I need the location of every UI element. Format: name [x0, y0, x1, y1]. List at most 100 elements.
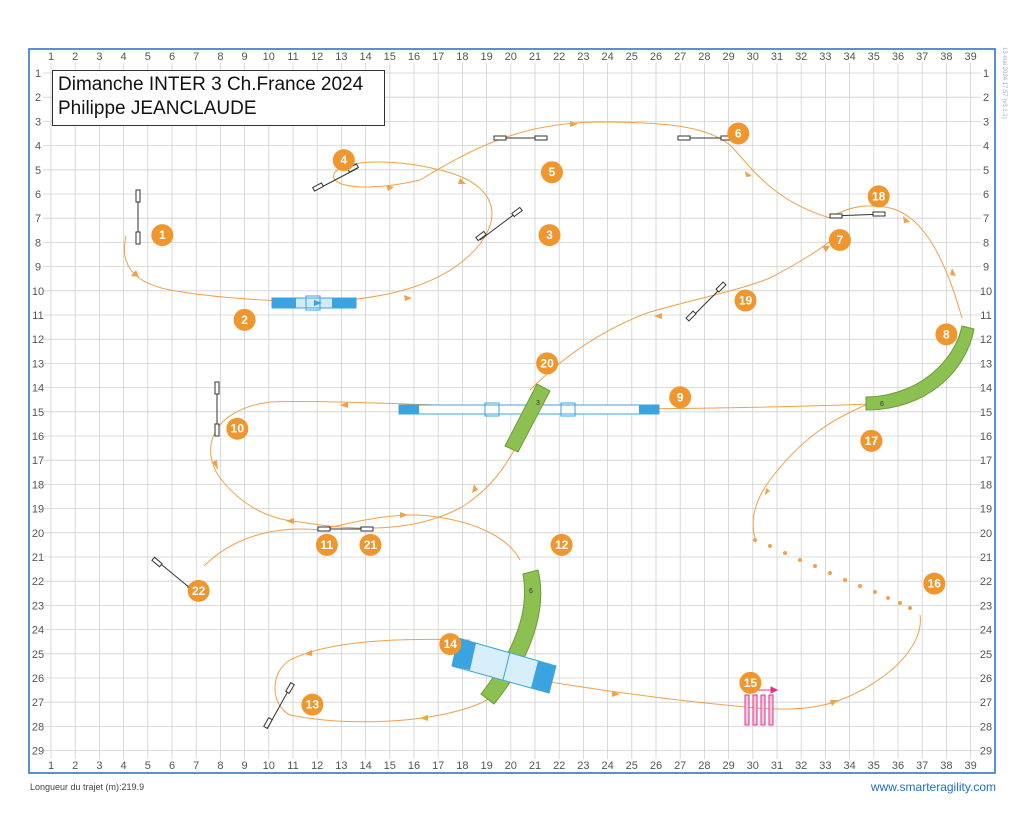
- row-label: 5: [983, 165, 989, 177]
- number-label: 12: [555, 538, 569, 552]
- obstacle-number-11: 11: [315, 533, 338, 556]
- number-label: 16: [928, 577, 942, 591]
- row-label: 23: [32, 600, 44, 612]
- dotted-line-16: [753, 538, 912, 610]
- aframe-14: [451, 637, 557, 694]
- number-badge: [332, 149, 355, 172]
- column-label: 29: [722, 760, 734, 772]
- obstacle-number-7: 7: [828, 228, 851, 251]
- column-label: 38: [940, 51, 952, 63]
- column-label: 14: [359, 51, 371, 63]
- column-label: 16: [408, 51, 420, 63]
- column-label: 18: [456, 51, 468, 63]
- column-label: 39: [964, 760, 976, 772]
- row-label: 4: [983, 141, 989, 153]
- number-label: 22: [192, 584, 206, 598]
- obstacle-number-6: 6: [727, 122, 750, 145]
- column-label: 34: [843, 760, 855, 772]
- column-label: 24: [601, 760, 613, 772]
- jump-5: [493, 135, 548, 141]
- column-label: 17: [432, 51, 444, 63]
- column-labels: 1122334455667788991010111112121313141415…: [48, 51, 977, 772]
- number-label: 6: [735, 127, 742, 141]
- obstacle-number-9: 9: [669, 386, 692, 409]
- row-label: 10: [32, 286, 44, 298]
- number-badge: [739, 671, 762, 694]
- number-badge: [151, 224, 174, 247]
- number-label: 8: [943, 327, 950, 341]
- jump-19: [685, 281, 727, 322]
- row-label: 8: [983, 237, 989, 249]
- row-label: 19: [980, 504, 992, 516]
- number-badge: [540, 161, 563, 184]
- column-label: 10: [263, 51, 275, 63]
- row-label: 7: [983, 213, 989, 225]
- row-label: 22: [980, 576, 992, 588]
- website-link[interactable]: www.smarteragility.com: [870, 780, 996, 794]
- row-label: 17: [32, 455, 44, 467]
- course-length: Longueur du trajet (m):219.9: [30, 782, 145, 792]
- column-label: 8: [217, 760, 223, 772]
- column-label: 27: [674, 51, 686, 63]
- column-label: 30: [747, 51, 759, 63]
- number-label: 5: [549, 165, 556, 179]
- column-label: 36: [892, 51, 904, 63]
- row-label: 19: [32, 504, 44, 516]
- column-label: 33: [819, 51, 831, 63]
- column-label: 1: [48, 760, 54, 772]
- column-label: 19: [480, 51, 492, 63]
- number-label: 13: [306, 698, 320, 712]
- row-label: 22: [32, 576, 44, 588]
- row-label: 26: [32, 673, 44, 685]
- jump-1: [135, 189, 141, 245]
- row-label: 3: [35, 116, 41, 128]
- number-label: 7: [837, 233, 844, 247]
- row-label: 15: [980, 407, 992, 419]
- column-label: 20: [505, 51, 517, 63]
- row-label: 29: [980, 746, 992, 758]
- number-label: 14: [444, 637, 458, 651]
- column-label: 9: [242, 51, 248, 63]
- row-label: 16: [32, 431, 44, 443]
- column-label: 28: [698, 760, 710, 772]
- column-label: 6: [169, 760, 175, 772]
- column-label: 32: [795, 51, 807, 63]
- jump-11: [317, 526, 374, 532]
- number-badge: [923, 572, 946, 595]
- row-label: 12: [32, 334, 44, 346]
- number-label: 19: [739, 293, 753, 307]
- column-label: 37: [916, 51, 928, 63]
- column-label: 20: [505, 760, 517, 772]
- obstacle-number-19: 19: [734, 289, 757, 312]
- field-border: [28, 48, 996, 774]
- column-label: 25: [626, 51, 638, 63]
- svg-text:3: 3: [536, 400, 540, 407]
- column-label: 23: [577, 51, 589, 63]
- number-label: 18: [872, 189, 886, 203]
- column-label: 2: [72, 760, 78, 772]
- row-label: 13: [980, 358, 992, 370]
- column-label: 25: [626, 760, 638, 772]
- row-label: 27: [980, 697, 992, 709]
- row-label: 11: [980, 310, 991, 322]
- row-label: 26: [980, 673, 992, 685]
- column-label: 34: [843, 51, 855, 63]
- column-label: 16: [408, 760, 420, 772]
- row-label: 17: [980, 455, 992, 467]
- number-badge: [315, 533, 338, 556]
- column-label: 23: [577, 760, 589, 772]
- column-label: 35: [868, 760, 880, 772]
- number-label: 9: [677, 390, 684, 404]
- column-label: 9: [242, 760, 248, 772]
- tunnel-20: 3: [504, 383, 551, 453]
- row-label: 5: [35, 165, 41, 177]
- number-label: 2: [241, 313, 248, 327]
- column-label: 11: [287, 760, 298, 772]
- jump-6: [677, 135, 734, 141]
- obstacle-number-4: 4: [332, 149, 355, 172]
- row-label: 24: [980, 625, 992, 637]
- row-label: 9: [983, 262, 989, 274]
- number-label: 3: [546, 228, 553, 242]
- number-badge: [187, 579, 210, 602]
